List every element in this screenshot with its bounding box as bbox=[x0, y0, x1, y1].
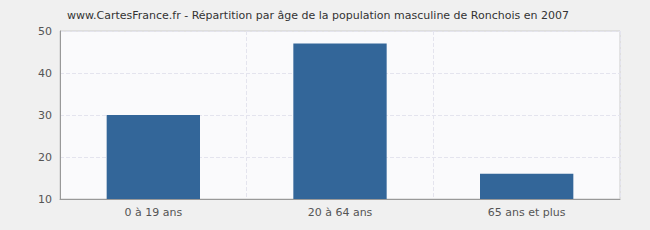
svg-text:www.CartesFrance.fr - Répartit: www.CartesFrance.fr - Répartition par âg… bbox=[67, 9, 569, 22]
svg-text:40: 40 bbox=[38, 67, 52, 80]
svg-text:20 à 64 ans: 20 à 64 ans bbox=[308, 206, 373, 219]
svg-text:0 à 19 ans: 0 à 19 ans bbox=[124, 206, 182, 219]
svg-text:30: 30 bbox=[38, 109, 52, 122]
svg-text:20: 20 bbox=[38, 151, 52, 164]
svg-text:50: 50 bbox=[38, 25, 52, 38]
svg-text:10: 10 bbox=[38, 193, 52, 206]
svg-text:65 ans et plus: 65 ans et plus bbox=[488, 206, 566, 219]
